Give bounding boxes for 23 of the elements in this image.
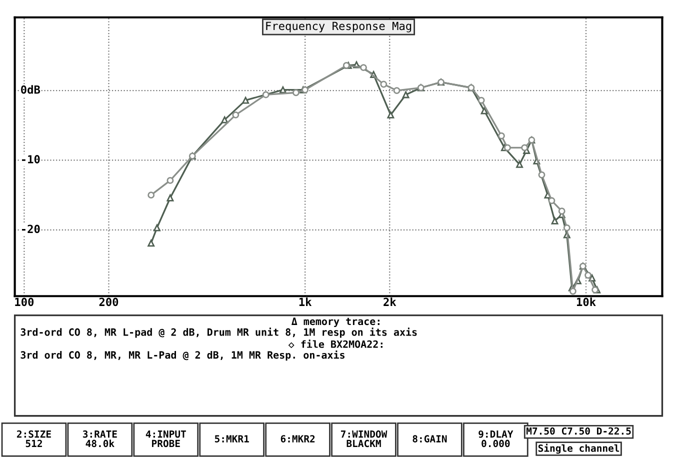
text: 9:DLAY 0.000	[478, 430, 514, 448]
text: 6:MKR2	[280, 435, 315, 442]
y-tick-label: -10	[22, 155, 40, 164]
y-tick-label: 0dB	[21, 85, 40, 94]
text: 3:RATE 48.0k	[82, 430, 117, 448]
x-tick-label: 1k	[299, 298, 312, 306]
text: ◇ file BX2MOA22:	[288, 340, 382, 348]
text: 5:MKR1	[214, 435, 249, 442]
y-tick-label: -20	[22, 224, 40, 234]
text: Δ memory trace:	[292, 318, 380, 328]
text: 3rd ord CO 8, MR, MR L-Pad @ 2 dB, 1M MR Resp. on-axis	[20, 350, 344, 361]
x-tick-label: 100	[15, 298, 34, 306]
text: 2:SIZE 512	[16, 430, 51, 448]
text: Single channel	[538, 444, 620, 454]
text: M7.50 C7.50 D-22.5	[526, 427, 631, 435]
text: 8:GAIN	[412, 435, 447, 442]
x-tick-label: 2k	[384, 298, 396, 306]
text: 7:WINDOW BLACKM	[340, 430, 388, 448]
text: 4:INPUT PROBE	[146, 430, 186, 448]
x-tick-label: 200	[99, 298, 118, 306]
x-tick-label: 10k	[576, 298, 596, 306]
text: 3rd-ord CO 8, MR L-pad @ 2 dB, Drum MR unit 8, 1M resp on its axis	[20, 328, 417, 338]
chart-title: Frequency Response Mag	[266, 22, 412, 32]
